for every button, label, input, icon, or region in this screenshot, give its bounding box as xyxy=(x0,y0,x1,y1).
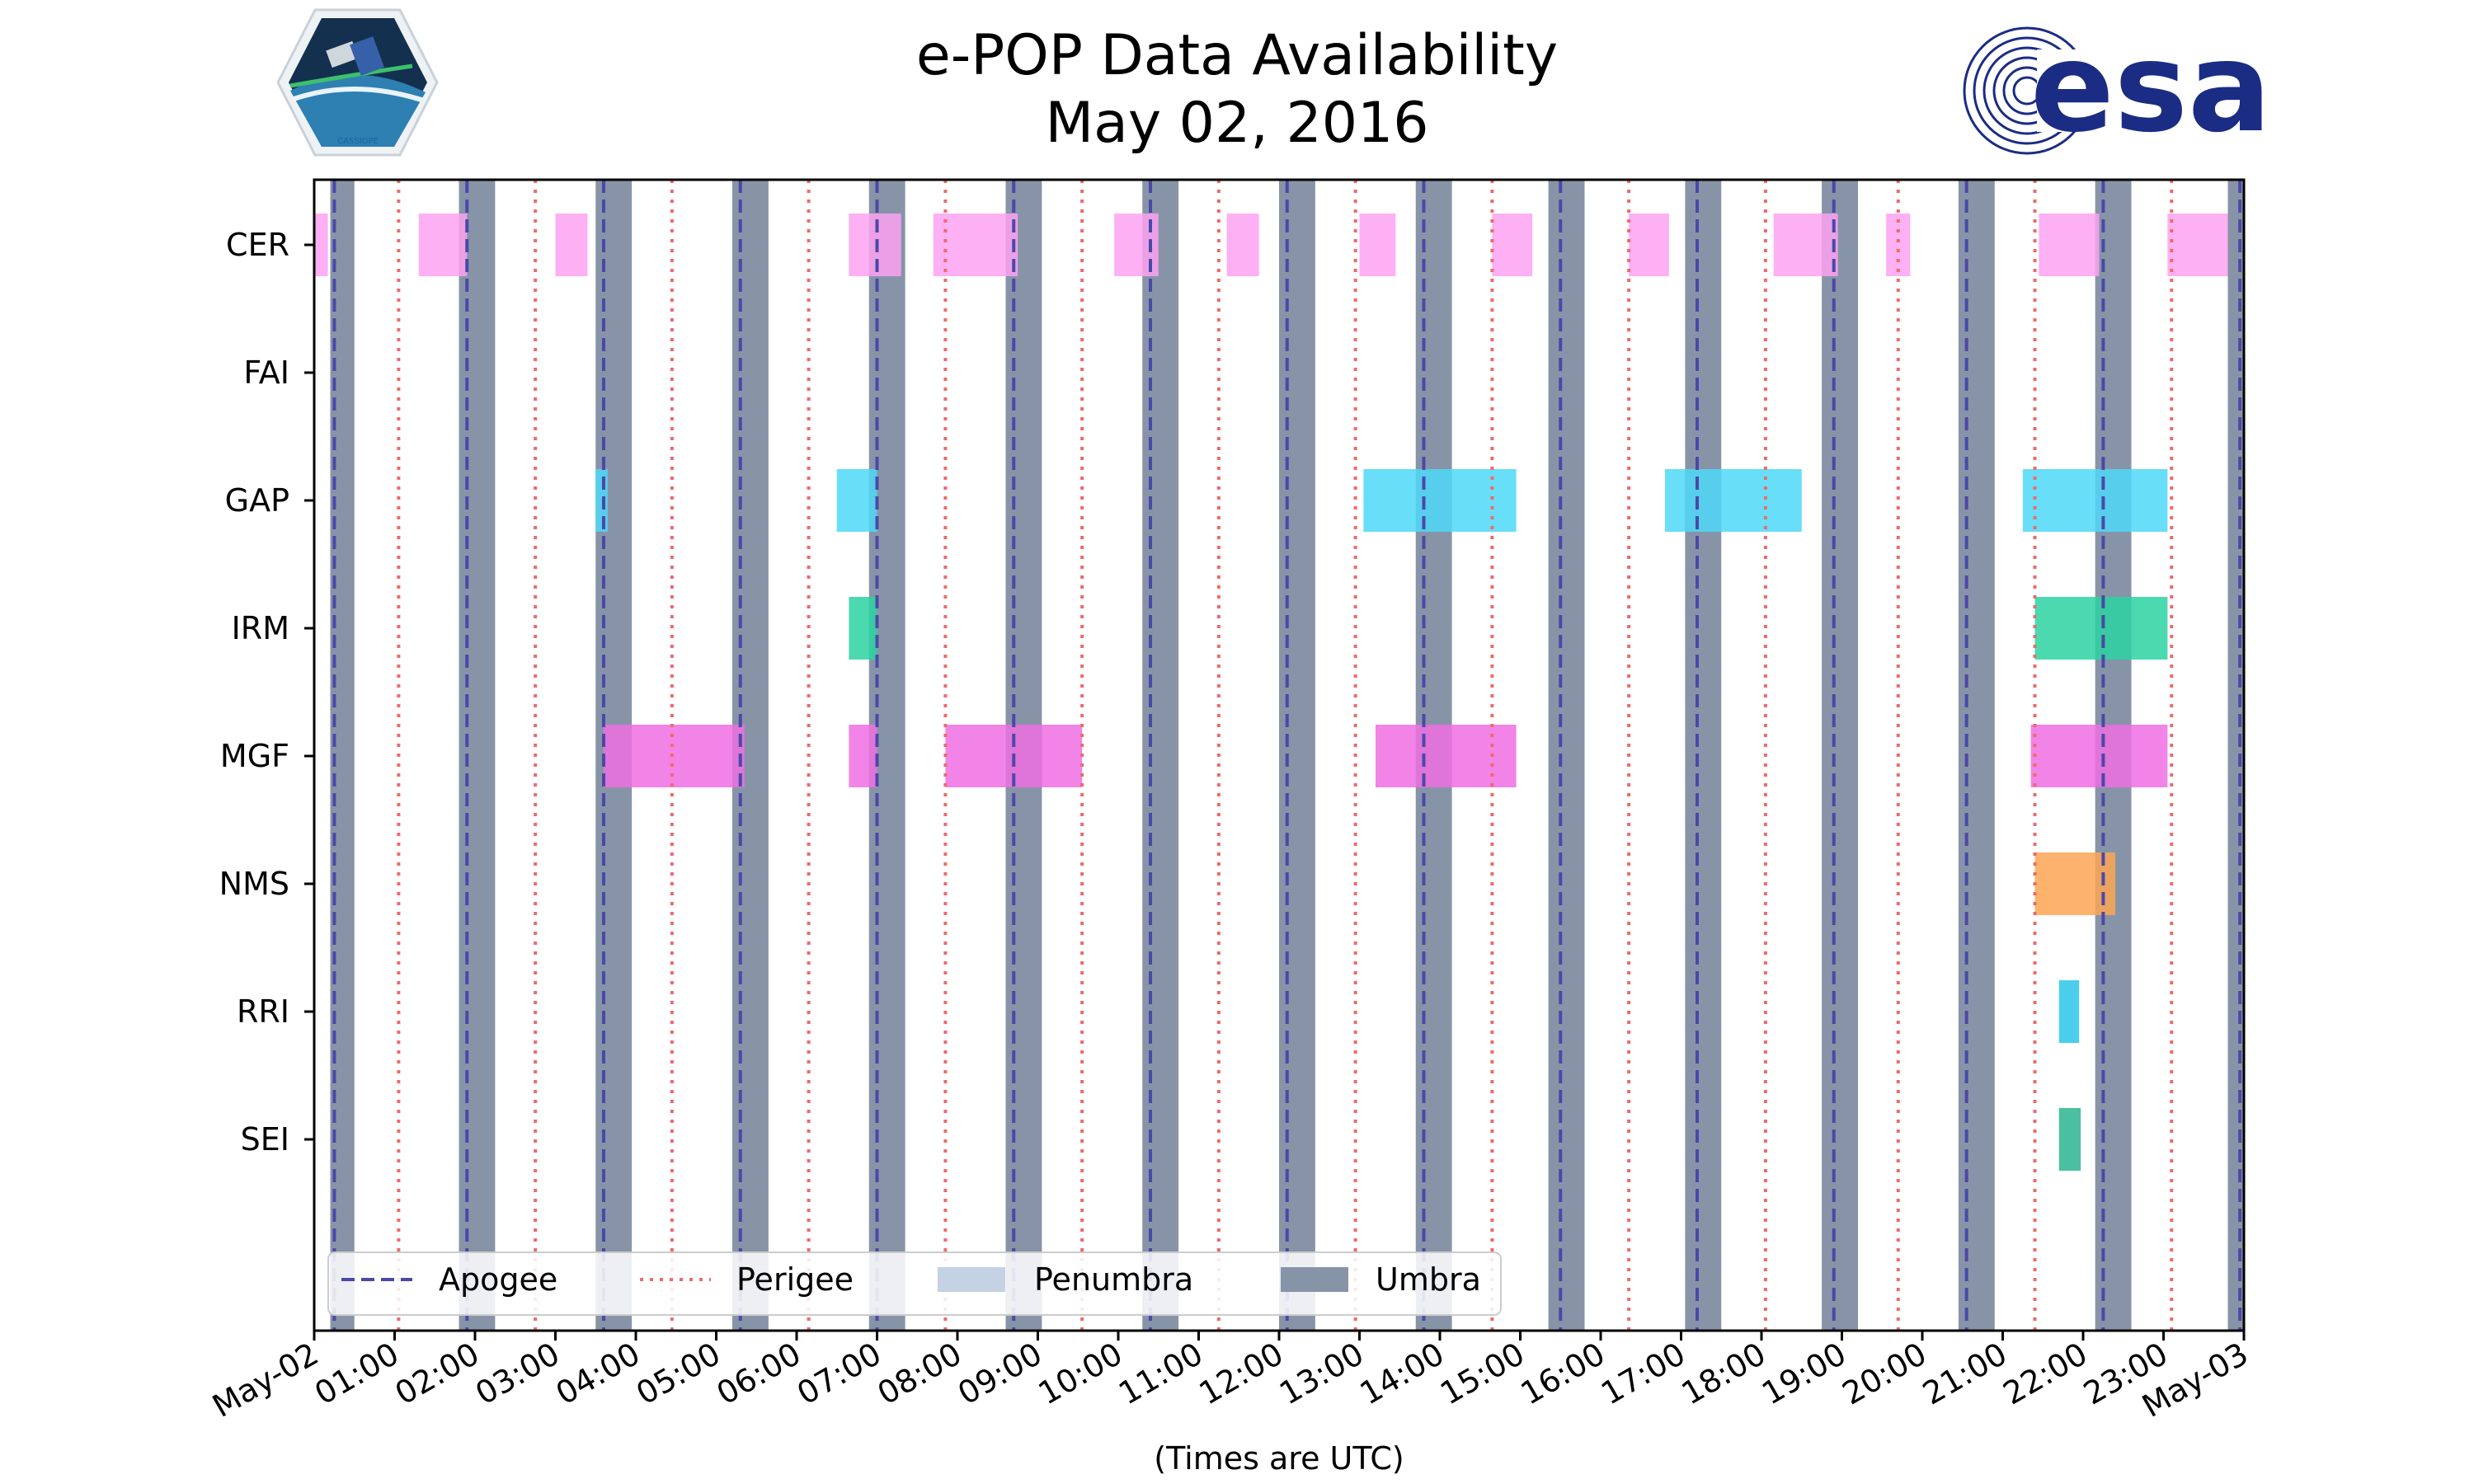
legend-perigee-label: Perigee xyxy=(736,1261,854,1298)
umbra-band xyxy=(459,180,496,1331)
bar-cer xyxy=(314,214,328,276)
y-tick-label: NMS xyxy=(219,866,289,902)
x-tick-label: 02:00 xyxy=(389,1336,486,1412)
x-tick-label: 12:00 xyxy=(1193,1336,1290,1412)
bar-irm xyxy=(849,597,877,660)
y-axis: CER FAI GAP IRM MGF NMS RRI SEI xyxy=(219,227,314,1158)
legend-item-perigee: Perigee xyxy=(640,1261,854,1298)
x-tick-label: 07:00 xyxy=(791,1336,887,1412)
esa-logo: esa xyxy=(1963,16,2271,160)
x-tick-label: 17:00 xyxy=(1595,1336,1691,1412)
cassiope-logo: CASSIOPE xyxy=(276,8,439,157)
bar-mgf xyxy=(2030,725,2168,787)
x-tick-label: 11:00 xyxy=(1112,1336,1209,1412)
instrument-bars xyxy=(314,214,2228,1171)
bar-rri xyxy=(2058,980,2080,1043)
x-tick-label: 21:00 xyxy=(1917,1336,2013,1412)
bar-cer xyxy=(849,214,901,276)
legend-item-umbra: Umbra xyxy=(1281,1261,1481,1298)
bar-gap xyxy=(595,469,608,532)
x-tick-label: 13:00 xyxy=(1273,1336,1370,1412)
legend-penumbra-swatch xyxy=(938,1267,1005,1292)
y-tick-label: RRI xyxy=(237,993,289,1030)
legend-frame xyxy=(327,1252,1502,1316)
x-tick-label: 15:00 xyxy=(1434,1336,1531,1412)
bar-gap xyxy=(2022,469,2168,532)
legend: Apogee Perigee Penumbra Umbra xyxy=(327,1252,1502,1316)
umbra-band xyxy=(1142,180,1179,1331)
umbra-band xyxy=(1685,180,1722,1331)
x-tick-label: 19:00 xyxy=(1756,1336,1852,1412)
y-tick-label: CER xyxy=(226,227,289,263)
umbra-band xyxy=(1958,180,1995,1331)
x-tick-label: 04:00 xyxy=(550,1336,647,1412)
x-tick-label: 22:00 xyxy=(1997,1336,2094,1412)
bar-gap xyxy=(1665,469,1802,532)
bar-sei xyxy=(2058,1108,2081,1171)
bar-cer xyxy=(2039,214,2100,276)
x-tick-label: 09:00 xyxy=(952,1336,1048,1412)
bar-cer xyxy=(555,214,588,276)
legend-umbra-label: Umbra xyxy=(1376,1261,1481,1298)
bar-cer xyxy=(933,214,1018,276)
y-tick-label: MGF xyxy=(220,738,289,774)
bar-cer xyxy=(1359,214,1396,276)
x-tick-label: 20:00 xyxy=(1837,1336,1933,1412)
bar-cer xyxy=(1886,214,1911,276)
x-axis: May-0201:0002:0003:0004:0005:0006:0007:0… xyxy=(206,1331,2255,1425)
legend-penumbra-label: Penumbra xyxy=(1034,1261,1193,1298)
y-tick-label: FAI xyxy=(243,355,289,391)
legend-item-penumbra: Penumbra xyxy=(938,1261,1193,1298)
orbit-lines xyxy=(332,180,2242,1331)
esa-logo-text: esa xyxy=(2030,16,2271,160)
chart-title-line2: May 02, 2016 xyxy=(1045,91,1428,156)
bar-cer xyxy=(1492,214,1533,276)
legend-umbra-swatch xyxy=(1281,1267,1348,1292)
bar-cer xyxy=(2167,214,2228,276)
bar-cer xyxy=(1773,214,1838,276)
y-tick-label: IRM xyxy=(232,610,289,646)
y-tick-label: GAP xyxy=(225,482,289,519)
x-tick-label: 10:00 xyxy=(1032,1336,1129,1412)
x-tick-label: 05:00 xyxy=(630,1336,727,1412)
x-tick-label: 18:00 xyxy=(1676,1336,1772,1412)
bar-irm xyxy=(2034,597,2168,660)
chart-title-line1: e-POP Data Availability xyxy=(916,23,1558,88)
umbra-band xyxy=(1279,180,1315,1331)
bar-cer xyxy=(418,214,468,276)
bar-mgf xyxy=(849,725,877,787)
x-axis-label: (Times are UTC) xyxy=(1154,1440,1404,1477)
x-tick-label: May-02 xyxy=(206,1336,324,1425)
bar-mgf xyxy=(1376,725,1517,787)
bar-cer xyxy=(1226,214,1259,276)
umbra-band xyxy=(1548,180,1585,1331)
umbra-band xyxy=(1822,180,1858,1331)
bar-gap xyxy=(836,469,877,532)
x-tick-label: 06:00 xyxy=(711,1336,807,1412)
x-tick-label: 16:00 xyxy=(1515,1336,1611,1412)
x-tick-label: 03:00 xyxy=(469,1336,566,1412)
bar-mgf xyxy=(604,725,745,787)
x-tick-label: 08:00 xyxy=(872,1336,968,1412)
bar-cer xyxy=(1629,214,1669,276)
cassiope-logo-text: CASSIOPE xyxy=(337,137,379,146)
legend-item-apogee: Apogee xyxy=(341,1261,557,1298)
y-tick-label: SEI xyxy=(241,1121,289,1158)
x-tick-label: 14:00 xyxy=(1354,1336,1451,1412)
x-tick-label: 01:00 xyxy=(308,1336,405,1412)
legend-apogee-label: Apogee xyxy=(439,1261,557,1298)
